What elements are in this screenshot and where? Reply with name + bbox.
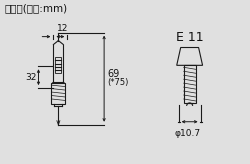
Text: 12: 12 [57,24,68,33]
Text: 寸法図(単位:mm): 寸法図(単位:mm) [5,3,68,13]
Bar [52,83,65,104]
Text: E 11: E 11 [176,31,203,44]
Text: φ10.7: φ10.7 [174,129,201,138]
Bar [184,65,196,103]
Text: (*75): (*75) [107,78,128,87]
Bar [56,57,61,73]
Text: 69: 69 [107,69,119,79]
Text: 32: 32 [25,73,36,82]
